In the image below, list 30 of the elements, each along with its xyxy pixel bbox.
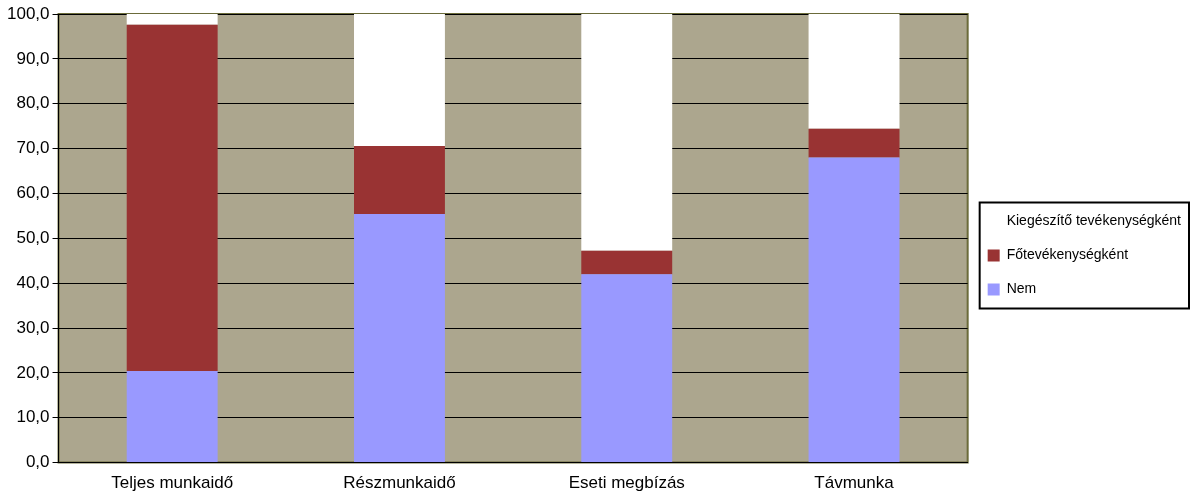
- bar: [354, 145, 445, 215]
- bar: [808, 128, 900, 158]
- x-tick-label: Részmunkaidő: [343, 473, 456, 493]
- y-tick-label: 50,0: [16, 227, 50, 247]
- x-tick-label: Teljes munkaidő: [111, 473, 234, 493]
- x-tick-label: Eseti megbízás: [568, 473, 685, 493]
- y-tick-label: 40,0: [16, 272, 50, 292]
- bar: [126, 371, 218, 463]
- bar: [581, 250, 673, 275]
- y-tick-label: 20,0: [16, 362, 50, 382]
- legend-label: Főtevékenységként: [1006, 246, 1129, 263]
- y-tick-label: 60,0: [16, 183, 50, 203]
- bar: [126, 14, 218, 25]
- y-tick-label: 0,0: [25, 452, 50, 472]
- text: Kiegészítő tevékenységként: [1006, 212, 1182, 229]
- y-tick-label: 70,0: [16, 138, 50, 158]
- bar: [354, 214, 445, 463]
- bar: [808, 157, 900, 463]
- y-tick-label: 90,0: [16, 48, 50, 68]
- y-tick-label: 10,0: [16, 407, 50, 427]
- bar: [581, 14, 673, 251]
- y-tick-label: 80,0: [16, 93, 50, 113]
- y-tick-label: 30,0: [16, 317, 50, 337]
- x-tick-label: Távmunka: [814, 473, 895, 493]
- bar: [354, 14, 445, 146]
- bar: [581, 274, 673, 463]
- y-tick-label: 100,0: [6, 3, 50, 23]
- legend-label: Nem: [1006, 280, 1037, 297]
- bar: [808, 14, 900, 129]
- bar: [126, 24, 218, 372]
